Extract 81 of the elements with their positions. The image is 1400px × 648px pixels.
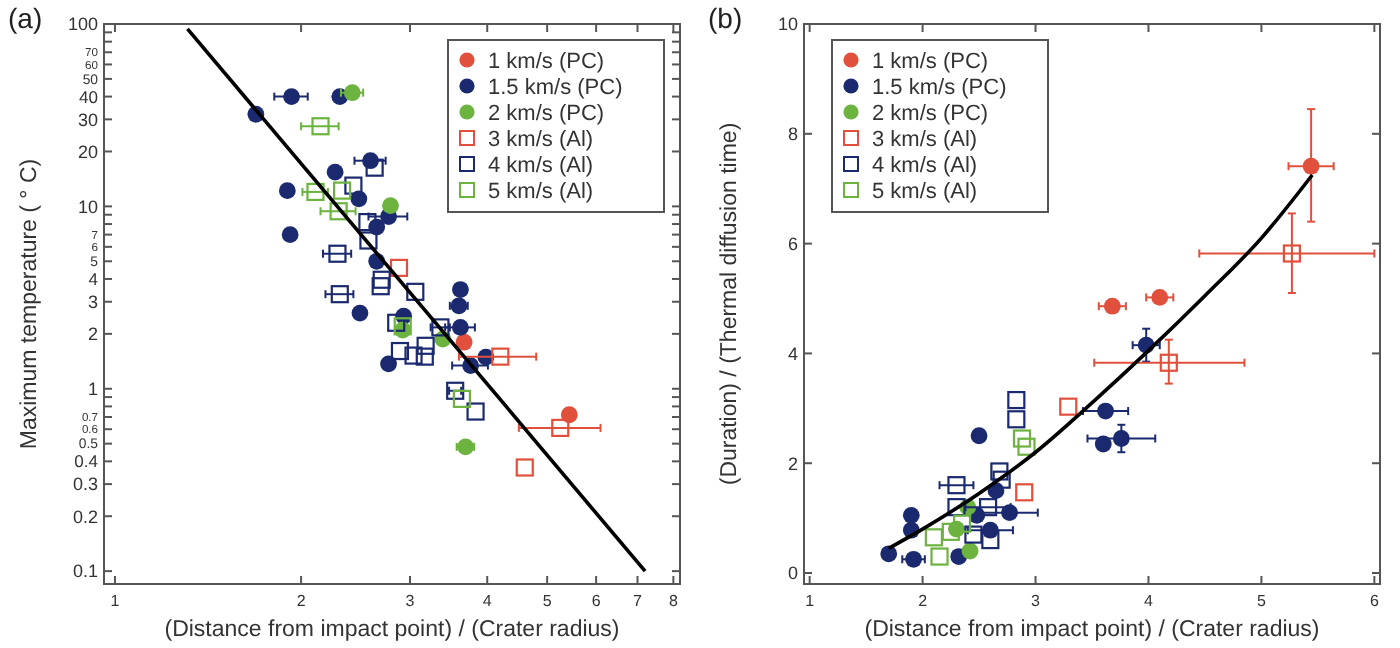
point — [905, 550, 922, 568]
point — [978, 498, 998, 517]
x-tick-label: 6 — [591, 592, 602, 610]
point — [1097, 402, 1114, 420]
y-tick-label: 0.1 — [72, 561, 98, 582]
point — [947, 476, 966, 495]
x-tick-label: 4 — [1144, 592, 1155, 610]
x-tick-label: 1 — [805, 592, 816, 610]
y-tick-label: 30 — [77, 109, 98, 130]
y-tick-label: 0.2 — [72, 506, 98, 527]
x-axis-title: (Distance from impact point) / (Crater radius) — [864, 618, 1320, 642]
point — [1007, 410, 1026, 429]
y-tick-label: 3 — [87, 292, 98, 313]
point — [1103, 297, 1121, 315]
y-tick-label: 0.4 — [74, 451, 99, 472]
point — [990, 462, 1009, 481]
legend-label: 5 km/s (Al) — [872, 179, 978, 204]
x-tick-label: 7 — [633, 592, 644, 610]
y-axis-title: (Duration) / (Thermal diffusion time) — [718, 122, 742, 486]
point — [964, 525, 983, 544]
x-tick-label: 2 — [918, 592, 929, 610]
legend-label: 2 km/s (PC) — [488, 101, 605, 126]
x-tick-label: 1 — [110, 592, 121, 610]
point — [1059, 397, 1078, 416]
point — [970, 427, 988, 445]
point — [941, 522, 960, 541]
x-tick-label: 4 — [482, 592, 493, 610]
y-tick-label: 2 — [787, 453, 798, 474]
x-tick-label: 3 — [1031, 592, 1042, 610]
y-tick-label: 4 — [88, 268, 99, 289]
legend-label: 3 km/s (Al) — [872, 127, 978, 152]
x-tick-label: 6 — [1369, 592, 1380, 610]
legend-label: 1 km/s (PC) — [488, 49, 605, 74]
point — [1302, 157, 1320, 175]
legend-label: 2 km/s (PC) — [872, 101, 989, 126]
point — [1015, 483, 1034, 502]
point — [981, 530, 1000, 550]
x-tick-label: 2 — [296, 592, 307, 610]
y-tick-label: 8 — [787, 124, 798, 145]
legend-label: 4 km/s (Al) — [872, 153, 978, 178]
legend-label: 4 km/s (Al) — [488, 153, 594, 178]
point — [1094, 435, 1112, 453]
legend-label: 1 km/s (PC) — [872, 49, 989, 74]
point — [1012, 429, 1032, 448]
y-tick-label: 40 — [79, 86, 99, 107]
point — [880, 545, 898, 563]
point — [1007, 390, 1026, 410]
point — [1282, 244, 1302, 263]
x-tick-label: 5 — [542, 592, 553, 610]
y-tick-label: 10 — [77, 196, 98, 217]
legend-label: 1.5 km/s (PC) — [872, 75, 1007, 100]
point — [961, 542, 979, 560]
chart-title: (b) — [708, 2, 743, 34]
y-tick-label: 1 — [87, 379, 98, 400]
point — [902, 506, 920, 524]
point — [947, 498, 966, 517]
y-tick-label: 0.3 — [72, 474, 98, 495]
legend-label: 3 km/s (Al) — [488, 127, 594, 152]
x-tick-label: 8 — [668, 592, 679, 610]
x-axis-title: (Distance from impact point) / (Crater radius) — [164, 618, 620, 642]
y-tick-label: 100 — [67, 14, 98, 35]
chart-title: (a) — [8, 2, 43, 34]
x-tick-label: 3 — [405, 592, 416, 610]
y-tick-label: 0 — [787, 563, 798, 584]
y-tick-label: 2 — [87, 324, 98, 345]
legend-label: 5 km/s (Al) — [488, 179, 594, 204]
point — [1112, 430, 1130, 447]
y-tick-label: 20 — [77, 141, 98, 162]
y-tick-label: 6 — [787, 233, 798, 254]
point — [1017, 437, 1036, 456]
point — [924, 528, 943, 547]
y-tick-label: 10 — [777, 14, 798, 35]
point — [992, 470, 1011, 489]
point — [930, 547, 949, 566]
point — [1159, 353, 1178, 372]
legend-label: 1.5 km/s (PC) — [488, 75, 623, 100]
y-axis-title: Maximum temperature ( ° C) — [18, 158, 42, 450]
x-tick-label: 5 — [1256, 592, 1267, 610]
point — [1151, 289, 1169, 306]
y-tick-label: 4 — [787, 343, 798, 364]
point — [953, 514, 972, 533]
